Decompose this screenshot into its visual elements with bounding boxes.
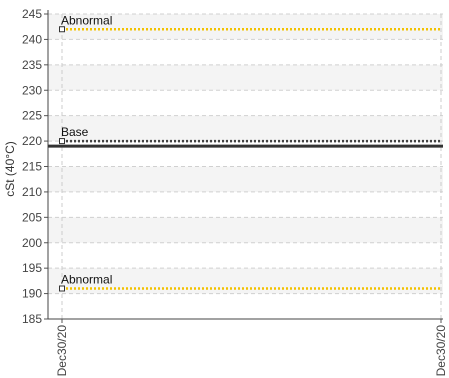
y-tick-label: 235 [22, 58, 42, 72]
series-label: Abnormal [61, 13, 112, 27]
series-marker [59, 138, 65, 145]
series-marker [59, 285, 65, 292]
grid-band [48, 14, 443, 40]
series-lines: Abnormal Base Abnormal [48, 13, 443, 292]
y-tick-label: 245 [22, 7, 42, 21]
y-tick-label: 210 [22, 185, 42, 199]
y-tick-label: 225 [22, 109, 42, 123]
y-tick-label: 220 [22, 134, 42, 148]
series-label: Base [61, 125, 89, 139]
y-tick-label: 200 [22, 236, 42, 250]
grid-band [48, 217, 443, 243]
y-tick-label: 205 [22, 210, 42, 224]
y-tick-labels: 185 190 195 200 205 210 215 220 225 230 235 240 245 [22, 7, 42, 326]
grid-band [48, 268, 443, 294]
grid-band [48, 166, 443, 192]
y-tick-label: 185 [22, 312, 42, 326]
alternating-bands [48, 14, 443, 294]
x-tick-label: Dec30/20 [55, 325, 69, 377]
y-axis-label: cSt (40°C) [3, 141, 17, 196]
x-tick-label: Dec30/20 [434, 325, 448, 377]
series-label: Abnormal [61, 273, 112, 287]
y-tick-label: 215 [22, 160, 42, 174]
grid-band [48, 115, 443, 142]
y-tick-label: 190 [22, 287, 42, 301]
axes [44, 10, 443, 323]
series-marker [59, 26, 65, 33]
grid-band [48, 64, 443, 91]
gridlines [48, 13, 443, 320]
y-tick-label: 240 [22, 32, 42, 46]
x-tick-labels: Dec30/20 Dec30/20 [55, 325, 448, 377]
y-tick-label: 230 [22, 83, 42, 97]
y-tick-label: 195 [22, 261, 42, 275]
